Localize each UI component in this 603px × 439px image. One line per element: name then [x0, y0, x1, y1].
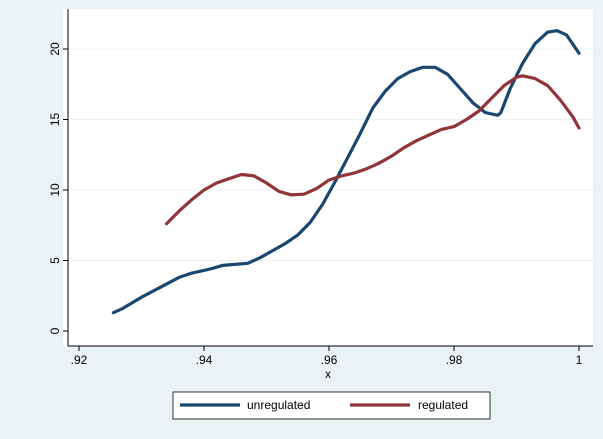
y-tick-label: 15: [48, 113, 62, 127]
x-axis-label: x: [325, 367, 331, 381]
axes: 0 5 10 15 20 .92 .94 .96 .98 1: [48, 9, 593, 367]
x-tick-label: .94: [196, 353, 213, 367]
y-tick-label: 10: [48, 183, 62, 197]
series-line-regulated: [164, 74, 581, 226]
x-tick-label: .98: [446, 353, 463, 367]
plot-area: [63, 9, 593, 346]
x-tick-label: .92: [71, 353, 88, 367]
series-line-unregulated: [111, 29, 581, 315]
grid-lines: [68, 48, 593, 261]
y-tick-label: 5: [48, 257, 62, 264]
legend-label-regulated: regulated: [418, 398, 468, 412]
legend-label-unregulated: unregulated: [247, 398, 310, 412]
series-lines: [111, 29, 581, 315]
legend: unregulated regulated: [172, 391, 491, 420]
x-tick-label: 1: [576, 353, 583, 367]
y-tick-label: 20: [48, 42, 62, 56]
y-tick-label: 0: [48, 327, 62, 334]
x-tick-label: .96: [321, 353, 338, 367]
